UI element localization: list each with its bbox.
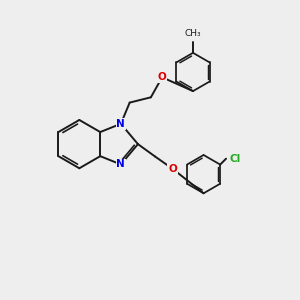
Text: Cl: Cl [230, 154, 241, 164]
Text: N: N [116, 119, 125, 129]
Text: O: O [158, 72, 167, 82]
Text: N: N [116, 159, 125, 170]
Text: O: O [168, 164, 177, 174]
Text: CH₃: CH₃ [185, 29, 201, 38]
